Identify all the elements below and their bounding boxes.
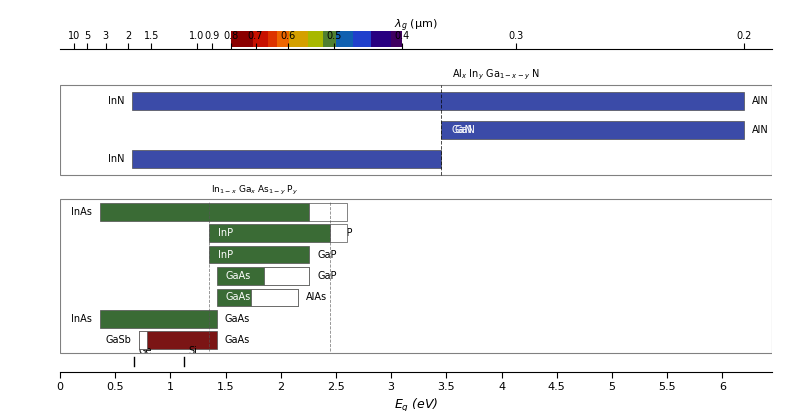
Bar xyxy=(391,31,402,47)
Text: GaAs: GaAs xyxy=(226,292,251,302)
Text: GaP: GaP xyxy=(318,249,337,259)
Bar xyxy=(308,31,322,47)
Bar xyxy=(322,31,336,47)
Text: GaP: GaP xyxy=(318,271,337,281)
Bar xyxy=(253,31,267,47)
Text: InN: InN xyxy=(107,96,124,106)
Bar xyxy=(278,31,289,47)
Bar xyxy=(264,267,310,285)
Text: In$_{1-x}$ Ga$_x$ As$_{1-y}$ P$_y$: In$_{1-x}$ Ga$_x$ As$_{1-y}$ P$_y$ xyxy=(211,184,298,197)
Bar xyxy=(217,289,298,306)
Text: InP: InP xyxy=(218,249,233,259)
Bar xyxy=(60,85,772,175)
X-axis label: $\lambda_g$ (μm): $\lambda_g$ (μm) xyxy=(394,18,438,34)
Text: GaAs: GaAs xyxy=(225,314,250,324)
Bar xyxy=(139,331,217,349)
Text: InN: InN xyxy=(107,154,124,164)
Bar xyxy=(209,246,310,263)
Bar xyxy=(267,31,278,47)
Bar xyxy=(336,31,353,47)
Bar xyxy=(371,31,391,47)
Bar xyxy=(231,31,253,47)
Text: AIP: AIP xyxy=(338,228,354,238)
Text: AlAs: AlAs xyxy=(306,292,327,302)
Bar xyxy=(132,92,745,110)
Bar xyxy=(100,310,217,328)
Bar xyxy=(139,331,147,349)
Bar xyxy=(132,150,441,168)
Bar xyxy=(441,121,745,139)
Text: GaAs: GaAs xyxy=(226,271,251,281)
Text: InAs: InAs xyxy=(71,314,92,324)
Bar xyxy=(60,199,772,353)
Bar xyxy=(353,31,371,47)
Bar xyxy=(310,203,347,221)
Text: GaN: GaN xyxy=(454,125,475,135)
Text: GaN: GaN xyxy=(452,125,473,135)
Text: AlN: AlN xyxy=(752,96,769,106)
Text: GaAs: GaAs xyxy=(225,335,250,345)
Text: Ge: Ge xyxy=(138,346,152,356)
Text: Si: Si xyxy=(188,346,197,356)
Text: GaP: GaP xyxy=(318,207,337,217)
Bar xyxy=(289,31,308,47)
Text: GaSb: GaSb xyxy=(106,335,132,345)
Bar xyxy=(100,203,310,221)
Text: Al$_x$ In$_y$ Ga$_{1-x-y}$ N: Al$_x$ In$_y$ Ga$_{1-x-y}$ N xyxy=(452,67,540,81)
Bar xyxy=(330,224,347,242)
Bar xyxy=(217,267,310,285)
Text: InP: InP xyxy=(218,228,233,238)
Bar xyxy=(209,224,330,242)
Text: InAs: InAs xyxy=(71,207,92,217)
X-axis label: $E_g$ (eV): $E_g$ (eV) xyxy=(394,397,438,411)
Bar xyxy=(251,289,298,306)
Text: AlN: AlN xyxy=(752,125,769,135)
